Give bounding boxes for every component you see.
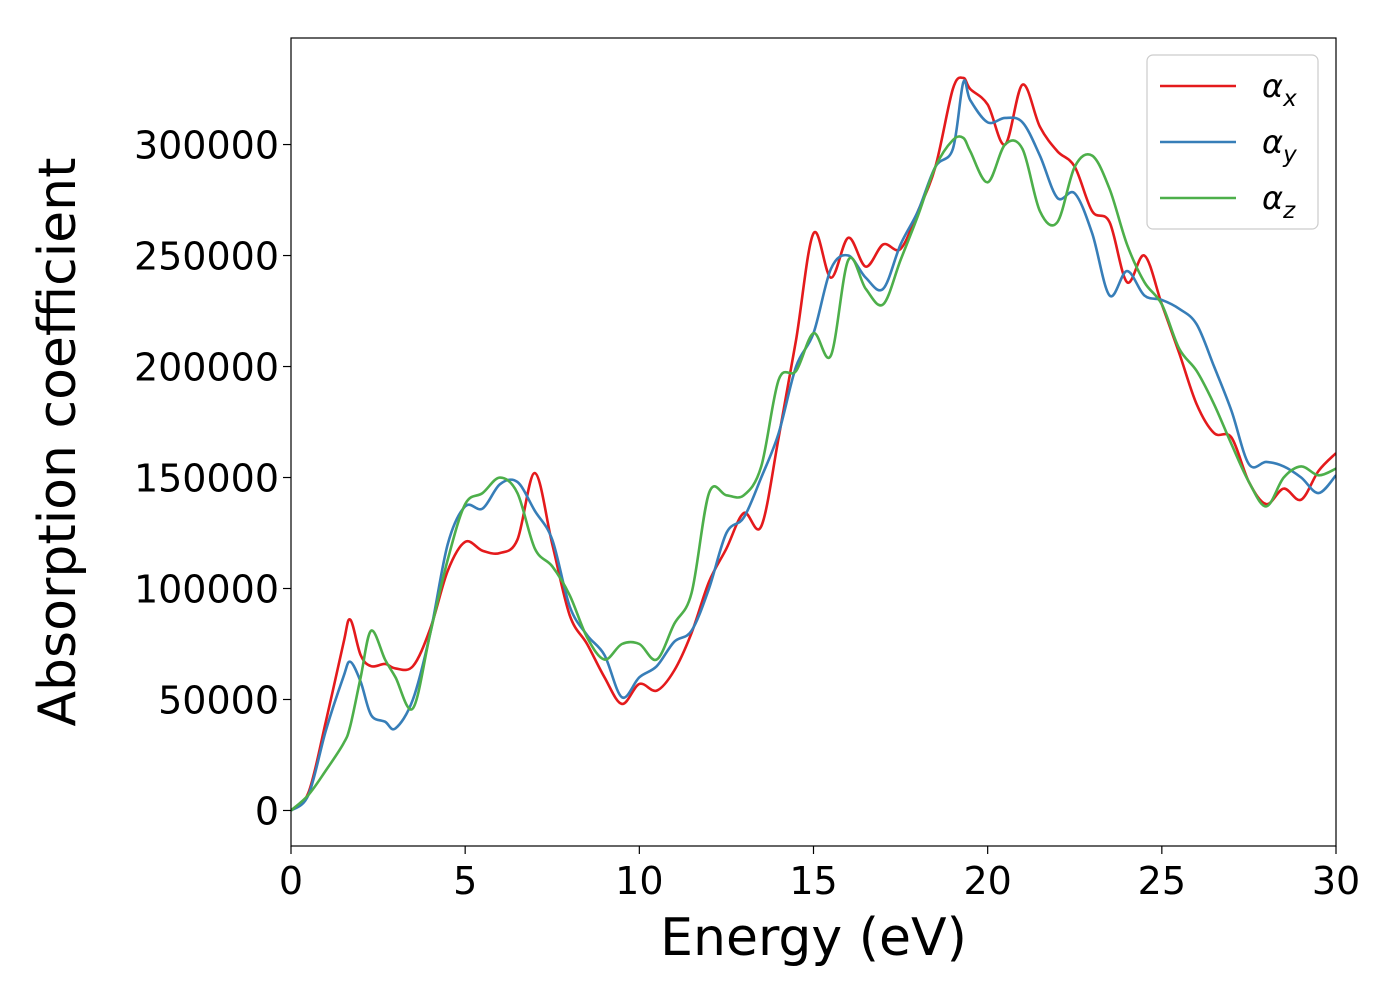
series-line-z — [291, 135, 1336, 812]
x-tick-label: 0 — [279, 859, 303, 903]
y-tick-label: 150000 — [134, 457, 279, 501]
y-tick-label: 250000 — [134, 235, 279, 279]
x-tick-label: 15 — [789, 859, 837, 903]
x-axis: 0 5 10 15 20 25 30 — [279, 846, 1360, 903]
x-tick-label: 10 — [615, 859, 663, 903]
x-axis-title: Energy (eV) — [660, 908, 967, 968]
y-tick-label: 50000 — [158, 678, 279, 722]
y-tick-label: 0 — [255, 789, 279, 833]
legend-label-z: αz — [1262, 179, 1296, 224]
x-tick-label: 25 — [1138, 859, 1186, 903]
y-axis-title: Absorption coefficient — [28, 157, 88, 726]
plot-lines — [291, 76, 1336, 812]
y-axis: 0 50000 100000 150000 200000 250000 300000 — [134, 124, 291, 833]
y-tick-label: 200000 — [134, 346, 279, 390]
x-tick-label: 30 — [1312, 859, 1360, 903]
legend: αx αy αz — [1146, 54, 1319, 230]
legend-label-y: αy — [1262, 123, 1297, 168]
y-tick-label: 100000 — [134, 568, 279, 612]
legend-label-x: αx — [1262, 67, 1297, 112]
x-tick-label: 20 — [963, 859, 1011, 903]
y-tick-label: 300000 — [134, 124, 279, 168]
x-tick-label: 5 — [453, 859, 477, 903]
